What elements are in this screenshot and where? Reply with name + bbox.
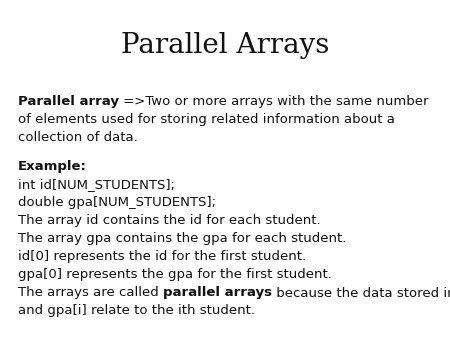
Text: parallel arrays: parallel arrays <box>163 286 272 299</box>
Text: Parallel array: Parallel array <box>18 95 119 108</box>
Text: id[0] represents the id for the first student.: id[0] represents the id for the first st… <box>18 250 306 263</box>
Text: =>Two or more arrays with the same number: =>Two or more arrays with the same numbe… <box>119 95 428 108</box>
Text: gpa[0] represents the gpa for the first student.: gpa[0] represents the gpa for the first … <box>18 268 332 281</box>
Text: of elements used for storing related information about a: of elements used for storing related inf… <box>18 113 395 126</box>
Text: The arrays are called: The arrays are called <box>18 286 163 299</box>
Text: and gpa[i] relate to the ith student.: and gpa[i] relate to the ith student. <box>18 304 255 317</box>
Text: The array id contains the id for each student.: The array id contains the id for each st… <box>18 214 320 227</box>
Text: double gpa[NUM_STUDENTS];: double gpa[NUM_STUDENTS]; <box>18 196 216 209</box>
Text: The array gpa contains the gpa for each student.: The array gpa contains the gpa for each … <box>18 232 346 245</box>
Text: Parallel Arrays: Parallel Arrays <box>121 32 329 59</box>
Text: Example:: Example: <box>18 160 87 173</box>
Text: collection of data.: collection of data. <box>18 131 138 144</box>
Text: int id[NUM_STUDENTS];: int id[NUM_STUDENTS]; <box>18 178 175 191</box>
Text: because the data stored in id[i]: because the data stored in id[i] <box>272 286 450 299</box>
